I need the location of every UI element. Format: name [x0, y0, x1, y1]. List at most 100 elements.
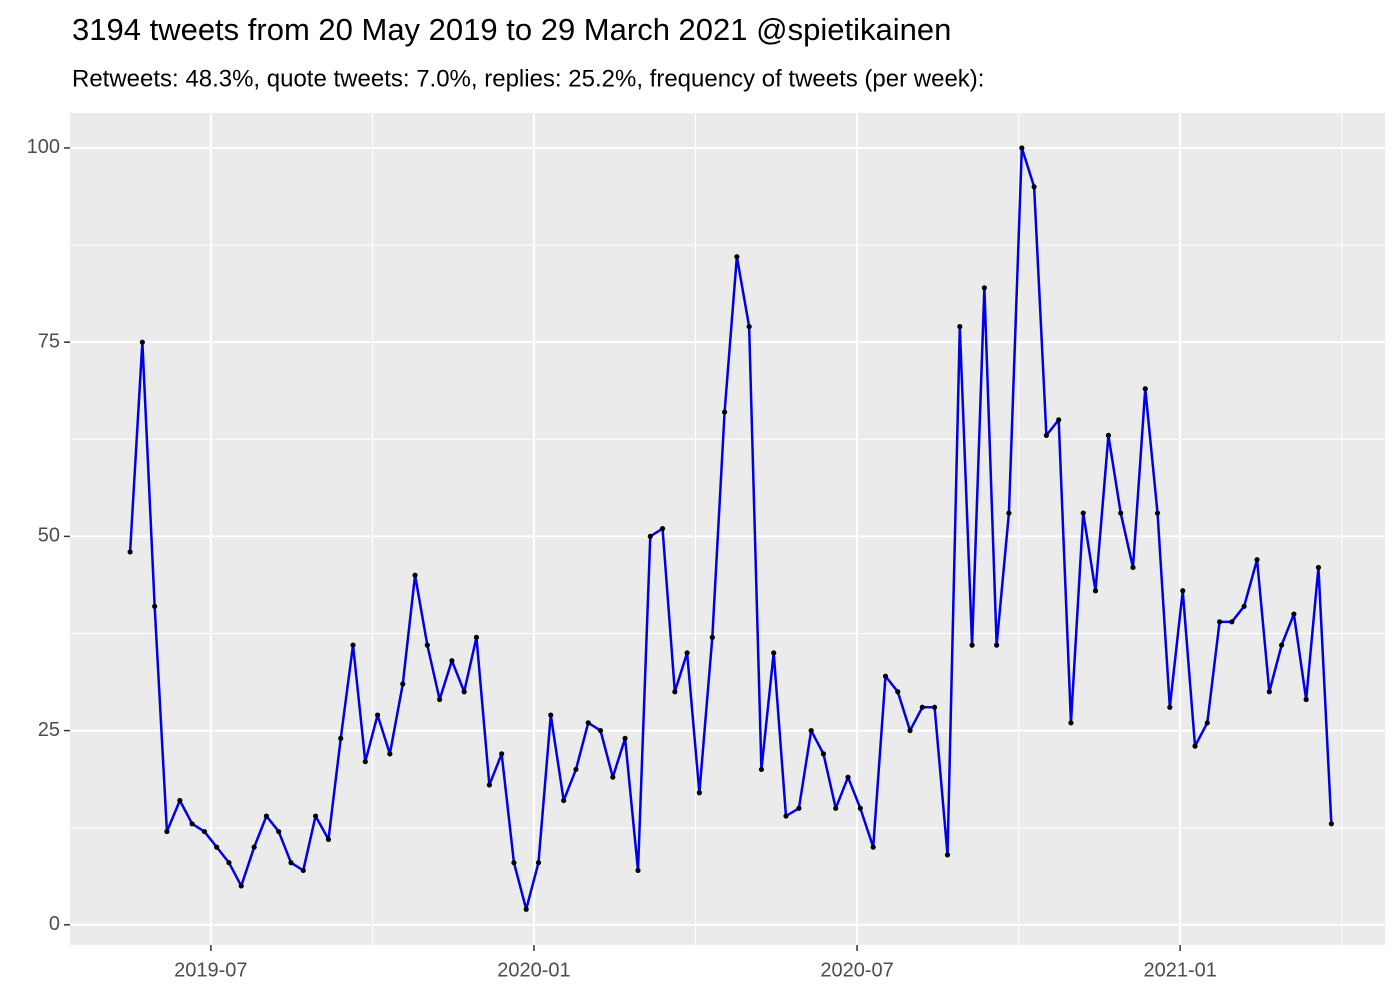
data-point	[981, 285, 987, 291]
data-point	[263, 813, 270, 819]
y-tick-label: 50	[38, 525, 60, 547]
plot-panel	[70, 113, 1385, 945]
data-point	[684, 650, 690, 656]
data-point	[833, 805, 839, 811]
data-point	[362, 759, 368, 765]
data-point	[573, 766, 579, 773]
data-point	[1216, 619, 1223, 625]
data-point	[177, 797, 183, 804]
data-point	[1056, 417, 1062, 423]
chart-subtitle: Retweets: 48.3%, quote tweets: 7.0%, rep…	[72, 65, 984, 92]
data-point	[1192, 743, 1198, 749]
data-point	[561, 797, 567, 804]
data-point	[461, 689, 467, 695]
data-point	[276, 828, 282, 835]
data-point	[1080, 510, 1086, 516]
data-point	[857, 805, 863, 811]
x-tick-label: 2021-01	[1143, 959, 1216, 981]
data-point	[412, 572, 418, 578]
data-point	[647, 533, 653, 539]
data-point	[473, 634, 480, 640]
data-point	[1291, 611, 1297, 617]
data-point	[127, 549, 133, 555]
data-point	[201, 828, 208, 835]
data-point	[523, 906, 529, 912]
data-point	[1031, 184, 1037, 190]
data-point	[1142, 386, 1148, 392]
data-point	[969, 642, 975, 648]
x-tick-label: 2020-01	[497, 959, 570, 981]
data-point	[635, 867, 641, 874]
data-point	[288, 860, 294, 866]
y-tick-label: 0	[49, 913, 60, 935]
data-point	[659, 526, 666, 532]
data-point	[449, 658, 455, 664]
x-tick-label: 2019-07	[174, 959, 247, 981]
data-point	[610, 774, 616, 780]
data-point	[1105, 432, 1112, 438]
data-point	[338, 735, 344, 741]
data-point	[1180, 588, 1186, 594]
data-point	[1241, 603, 1247, 609]
data-point	[499, 751, 505, 757]
data-point	[374, 712, 381, 718]
data-point	[1068, 720, 1074, 726]
data-point	[771, 650, 777, 656]
data-point	[597, 727, 604, 734]
chart-title: 3194 tweets from 20 May 2019 to 29 March…	[72, 12, 951, 47]
y-tick-label: 75	[38, 330, 60, 352]
data-point	[226, 860, 232, 866]
data-point	[882, 673, 889, 679]
data-point	[895, 689, 901, 695]
data-point	[796, 805, 802, 811]
data-point	[400, 681, 406, 687]
data-point	[746, 324, 752, 330]
y-tick-label: 25	[38, 719, 60, 741]
data-point	[758, 766, 765, 773]
data-point	[1266, 689, 1272, 695]
data-point	[1254, 557, 1260, 563]
data-point	[164, 828, 170, 835]
data-point	[1043, 432, 1049, 438]
data-point	[932, 704, 938, 710]
data-point	[721, 409, 728, 415]
data-point	[437, 696, 443, 703]
data-point	[709, 634, 715, 640]
data-point	[139, 339, 145, 345]
data-point	[1279, 642, 1285, 648]
data-point	[325, 836, 332, 842]
data-point	[1328, 821, 1334, 827]
data-point	[1130, 564, 1136, 571]
data-point	[1092, 588, 1099, 594]
data-point	[1303, 696, 1309, 703]
data-point	[919, 704, 925, 710]
data-point	[387, 751, 393, 757]
data-point	[696, 790, 702, 796]
data-point	[548, 712, 554, 718]
data-point	[486, 782, 492, 788]
data-point	[535, 860, 542, 866]
data-point	[312, 813, 319, 819]
data-point	[1315, 564, 1322, 571]
line-series	[128, 146, 1333, 911]
data-point	[1006, 510, 1012, 516]
data-point	[734, 254, 740, 260]
data-point	[907, 727, 913, 734]
data-point	[300, 867, 306, 874]
data-point	[870, 844, 876, 850]
data-point	[1154, 510, 1161, 516]
data-point	[808, 727, 814, 734]
data-point	[820, 751, 827, 757]
data-point	[1204, 720, 1210, 726]
data-point	[994, 642, 1000, 648]
data-point	[511, 860, 517, 866]
data-point	[1167, 704, 1173, 710]
data-point	[424, 642, 430, 648]
data-point	[214, 844, 220, 850]
data-point	[1118, 510, 1124, 516]
data-point	[944, 852, 951, 858]
data-point	[783, 813, 789, 819]
data-point	[957, 324, 963, 330]
data-point	[238, 883, 244, 889]
